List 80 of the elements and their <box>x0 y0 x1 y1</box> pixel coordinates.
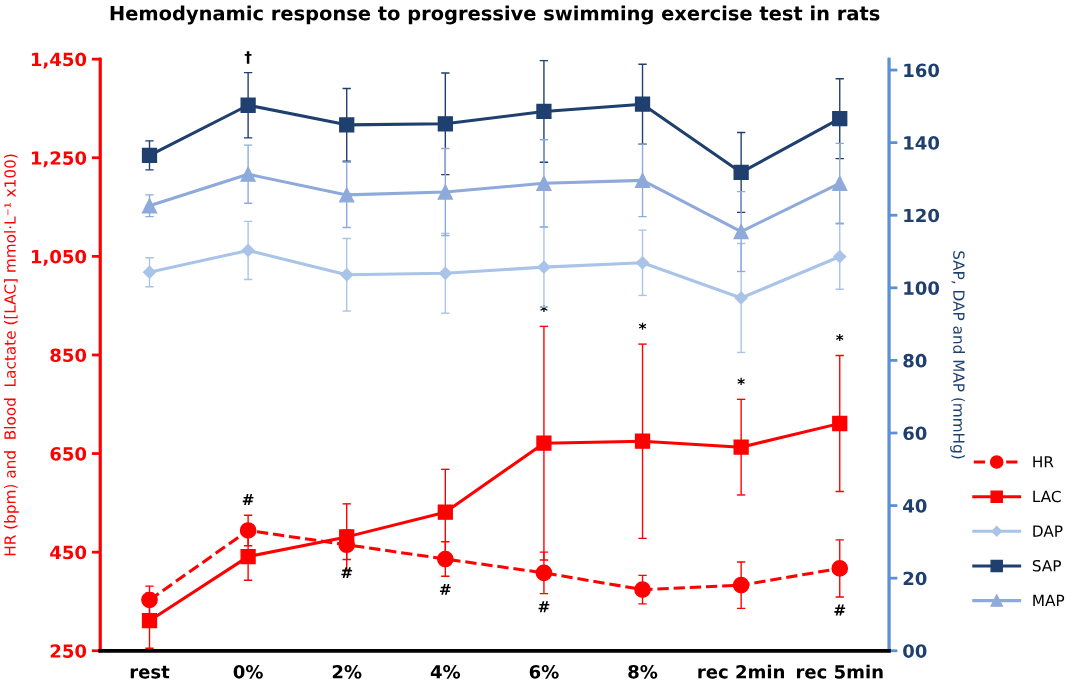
y-tick-label: 1,250 <box>31 151 87 168</box>
point <box>241 243 255 258</box>
legend-label: MAP <box>1033 594 1065 606</box>
y2-tick-label: 20 <box>903 571 927 586</box>
point <box>437 504 453 520</box>
y2-tick-label: 00 <box>903 644 927 658</box>
point <box>339 187 355 203</box>
y-tick-label: 1,050 <box>31 249 87 266</box>
y2-axis-title: SAP, DAP and MAP (mmHg) <box>950 251 965 459</box>
y-axis-title: HR (bpm) and Blood Lactate ([LAC] mmol·L⁻¹ x100) <box>4 154 19 556</box>
y2-tick-label: 100 <box>904 281 940 295</box>
point <box>734 291 748 305</box>
y-tick-label: 450 <box>50 545 87 560</box>
annotation: # <box>341 567 353 579</box>
point <box>535 564 553 582</box>
x-tick-label: 0% <box>233 664 263 679</box>
y2-tick-label: 160 <box>904 63 940 78</box>
point <box>536 175 552 191</box>
y-tick-label: 1,450 <box>31 52 87 69</box>
point <box>141 147 158 163</box>
x-tick-label: rec 2min <box>698 664 784 679</box>
point <box>142 265 157 279</box>
point <box>340 268 354 282</box>
point <box>635 256 650 270</box>
point <box>832 111 848 127</box>
annotation: * <box>540 304 548 312</box>
legend-label: DAP <box>1033 525 1063 537</box>
y2-tick-label: 40 <box>903 499 927 513</box>
y2-tick-label: 120 <box>904 208 940 223</box>
point <box>732 576 750 594</box>
annotation: # <box>538 601 550 613</box>
point <box>438 266 452 280</box>
y2-tick-label: 80 <box>903 353 927 368</box>
point <box>832 415 848 432</box>
x-tick-label: rec 5min <box>796 664 883 679</box>
x-tick-label: 8% <box>628 664 658 679</box>
point <box>634 581 651 598</box>
point <box>832 175 848 191</box>
legend-label: SAP <box>1032 559 1061 572</box>
point <box>141 591 158 609</box>
annotation: * <box>737 377 745 385</box>
x-tick-label: 4% <box>430 664 461 679</box>
point <box>733 164 749 181</box>
legend-label: LAC <box>1033 490 1061 503</box>
point <box>436 550 454 568</box>
x-tick-label: rest <box>130 665 170 679</box>
point <box>733 223 749 240</box>
point <box>339 117 355 133</box>
point <box>437 184 453 200</box>
y2-tick-label: 140 <box>904 136 940 150</box>
annotation: * <box>638 322 647 330</box>
annotation: # <box>242 494 254 506</box>
legend-label: HR <box>1033 456 1054 468</box>
y-tick-label: 250 <box>50 644 87 658</box>
y-tick-label: 850 <box>50 348 87 363</box>
y-tick-label: 650 <box>50 447 87 461</box>
point <box>634 172 651 189</box>
point <box>634 96 651 112</box>
point <box>240 166 256 182</box>
point <box>240 97 256 113</box>
annotation: # <box>439 583 451 595</box>
point <box>833 250 847 264</box>
x-tick-label: 2% <box>332 664 362 679</box>
x-tick-label: 6% <box>529 664 559 679</box>
point <box>536 103 552 120</box>
chart-title: Hemodynamic response to progressive swimming exercise test in rats <box>110 5 880 25</box>
point <box>239 522 257 539</box>
point <box>437 116 453 132</box>
point <box>536 435 552 451</box>
annotation: # <box>834 604 846 616</box>
point <box>831 560 849 577</box>
point <box>733 439 749 455</box>
point <box>141 613 158 629</box>
point <box>634 433 651 449</box>
annotation: * <box>836 333 844 342</box>
point <box>537 260 551 274</box>
point <box>141 198 158 214</box>
point <box>240 548 256 565</box>
annotation: † <box>244 51 252 64</box>
y2-tick-label: 60 <box>903 426 927 441</box>
